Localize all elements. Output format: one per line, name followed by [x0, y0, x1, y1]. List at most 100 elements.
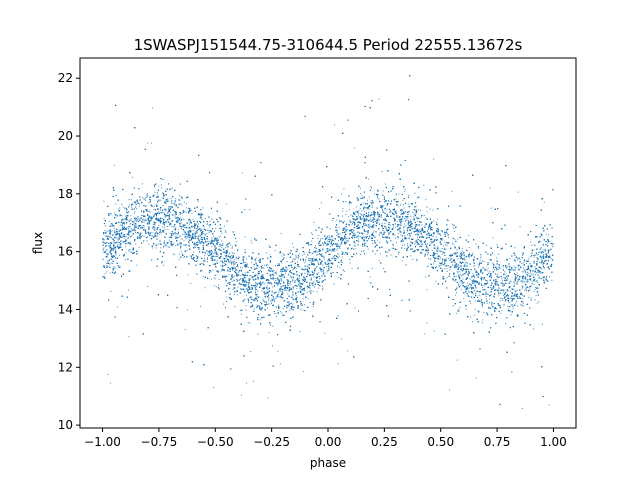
data-point	[535, 295, 537, 297]
data-point	[116, 230, 118, 232]
data-point	[417, 238, 419, 240]
data-point	[388, 236, 390, 238]
data-point	[298, 282, 300, 284]
data-point	[286, 260, 288, 262]
data-point	[272, 286, 274, 288]
data-point	[311, 262, 313, 264]
data-point	[129, 241, 131, 243]
data-point	[256, 257, 258, 259]
data-point	[547, 249, 549, 251]
data-point	[478, 282, 480, 284]
data-point	[516, 289, 518, 291]
data-point	[328, 235, 330, 237]
data-point	[530, 278, 532, 280]
data-point	[459, 306, 461, 308]
data-point	[477, 258, 479, 260]
data-point	[545, 233, 547, 235]
data-point	[450, 255, 452, 257]
data-point	[113, 242, 115, 244]
data-point	[446, 241, 448, 243]
data-point	[169, 233, 171, 235]
data-point	[139, 226, 141, 228]
data-point	[112, 239, 114, 241]
data-point	[138, 221, 140, 223]
data-point	[384, 223, 386, 225]
data-point	[162, 205, 164, 207]
data-point	[435, 266, 437, 268]
data-point	[534, 289, 536, 291]
data-point	[179, 222, 181, 224]
data-point	[328, 253, 330, 255]
data-point	[390, 240, 392, 242]
data-point	[390, 211, 392, 213]
data-point	[370, 218, 372, 220]
data-point	[472, 286, 474, 288]
data-point	[171, 245, 173, 247]
data-point	[383, 267, 385, 269]
data-point	[151, 232, 153, 233]
data-point	[193, 224, 195, 226]
data-point	[257, 333, 259, 335]
data-point	[203, 232, 205, 234]
data-point	[273, 272, 275, 274]
data-point	[230, 276, 232, 278]
data-point	[271, 290, 273, 292]
data-point	[390, 210, 392, 212]
data-point	[259, 319, 261, 321]
data-point	[359, 226, 361, 228]
data-point	[427, 243, 429, 245]
data-point	[403, 218, 405, 220]
data-point	[517, 305, 519, 307]
data-point	[379, 231, 381, 233]
data-point	[211, 254, 213, 256]
data-point	[409, 229, 411, 231]
data-point	[505, 274, 507, 276]
data-point	[307, 298, 309, 300]
data-point	[224, 265, 226, 267]
data-point	[214, 278, 216, 280]
data-point	[284, 286, 286, 288]
data-point	[544, 257, 546, 259]
data-point	[153, 216, 155, 218]
data-point	[160, 184, 162, 186]
data-point	[331, 235, 333, 237]
data-point	[446, 265, 448, 267]
data-point	[204, 218, 206, 220]
data-point	[186, 207, 188, 209]
data-point	[295, 295, 297, 297]
data-point	[386, 216, 388, 218]
data-point	[298, 281, 300, 283]
data-point	[376, 219, 378, 221]
data-point	[160, 230, 162, 232]
data-point	[180, 220, 182, 222]
data-point	[268, 332, 270, 334]
data-point	[428, 257, 430, 259]
data-point	[128, 249, 130, 251]
data-point	[250, 351, 252, 353]
data-point	[531, 273, 533, 274]
data-point	[361, 214, 363, 216]
data-point	[296, 278, 298, 280]
data-point	[387, 213, 389, 215]
data-point	[138, 205, 140, 207]
data-point	[441, 248, 443, 249]
data-point	[371, 203, 373, 205]
data-point	[203, 261, 205, 263]
data-point	[535, 272, 537, 274]
data-point	[463, 298, 465, 300]
data-point	[361, 250, 363, 252]
data-point	[326, 265, 328, 267]
data-point	[442, 261, 443, 263]
data-point	[400, 209, 402, 211]
data-point	[327, 244, 329, 246]
data-point	[219, 256, 221, 258]
data-point	[420, 209, 422, 211]
data-point	[273, 278, 275, 280]
data-point	[509, 257, 511, 259]
data-point	[160, 247, 162, 249]
data-point	[536, 288, 538, 290]
data-point	[225, 301, 227, 303]
data-point	[459, 273, 461, 275]
data-point	[209, 221, 211, 223]
data-point	[343, 227, 345, 229]
